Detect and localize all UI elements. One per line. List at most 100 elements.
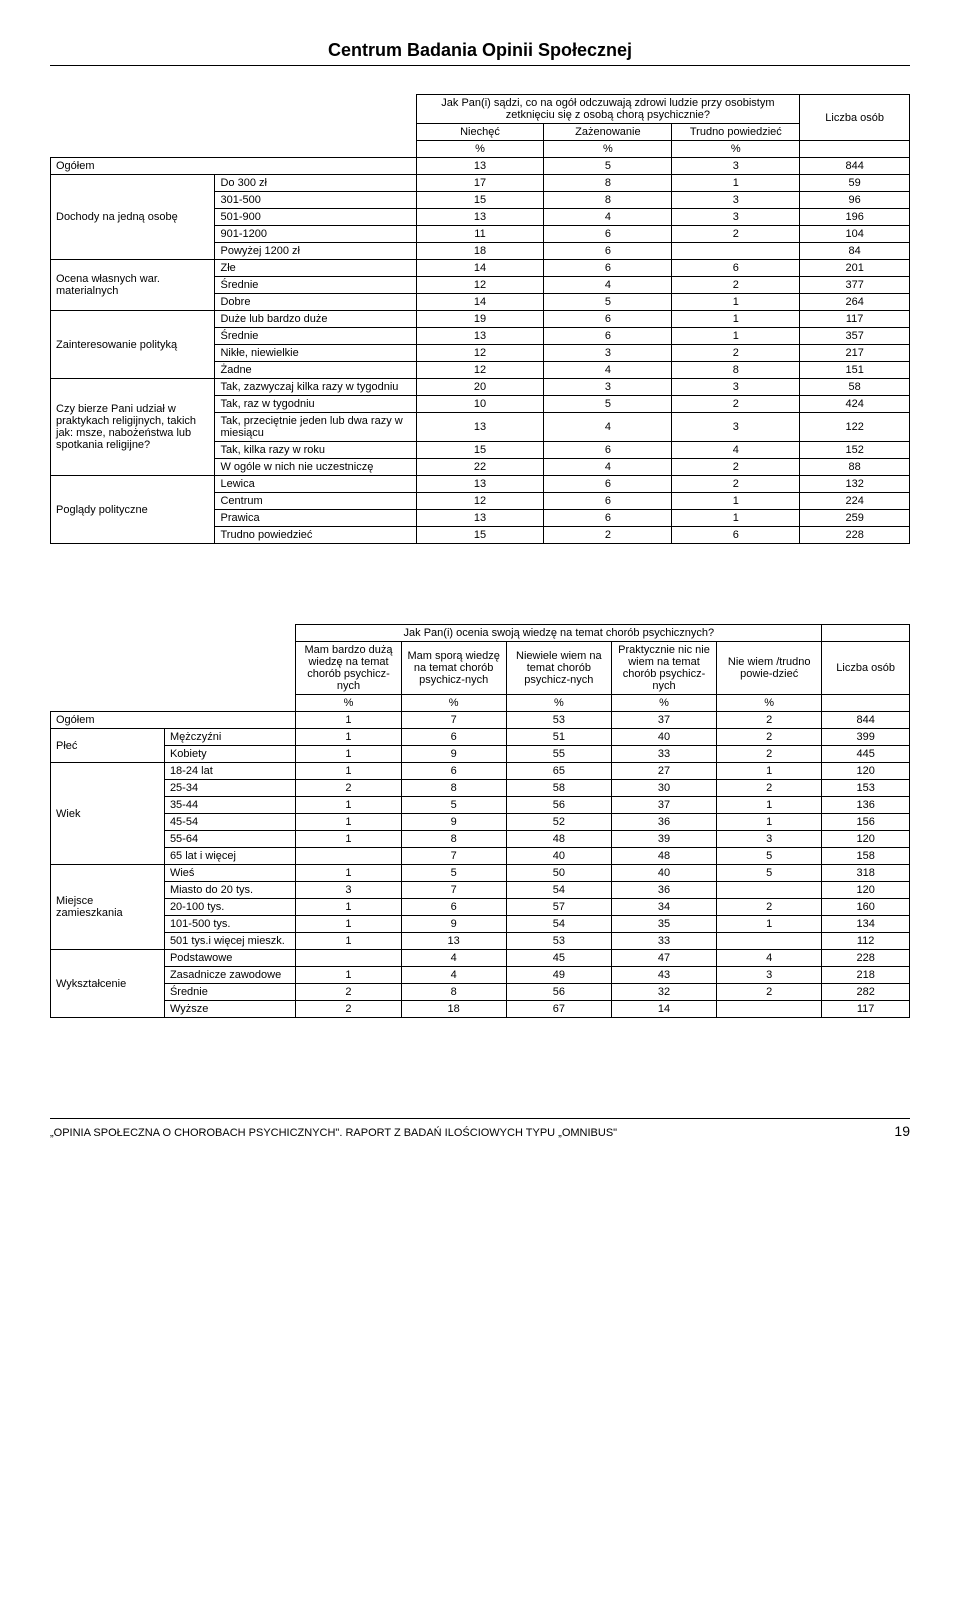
row-label: 25-34 [164,780,295,797]
cell: 12 [416,277,544,294]
total-label: Ogółem [51,158,417,175]
cell: 3 [672,158,800,175]
row-label: Duże lub bardzo duże [215,311,416,328]
row-label: Średnie [215,328,416,345]
cell: 9 [401,746,506,763]
cell: 844 [822,712,910,729]
cell: 13 [416,328,544,345]
col-header: Zażenowanie [544,124,672,141]
row-label: Miasto do 20 tys. [164,882,295,899]
cell: 47 [611,950,716,967]
row-label: W ogóle w nich nie uczestniczę [215,459,416,476]
cell: 120 [822,882,910,899]
cell: 120 [822,831,910,848]
cell: 6 [544,311,672,328]
group-label: Zainteresowanie polityką [51,311,215,379]
row-label: Do 300 zł [215,175,416,192]
cell: 34 [611,899,716,916]
cell: 5 [717,865,822,882]
cell [296,950,401,967]
cell: 318 [822,865,910,882]
cell: 67 [506,1001,611,1018]
row-label: Złe [215,260,416,277]
row-label: Tak, raz w tygodniu [215,396,416,413]
cell: 11 [416,226,544,243]
row-label: 35-44 [164,797,295,814]
table-row: Dochody na jedną osobęDo 300 zł178159 [51,175,910,192]
row-label: Tak, zazwyczaj kilka razy w tygodniu [215,379,416,396]
cell: 17 [416,175,544,192]
cell: 2 [672,345,800,362]
cell: 8 [544,192,672,209]
footer-left: „OPINIA SPOŁECZNA O CHOROBACH PSYCHICZNY… [50,1127,617,1139]
table-row: 20-100 tys.1657342160 [51,899,910,916]
cell: 120 [822,763,910,780]
cell: 54 [506,916,611,933]
cell: 40 [611,865,716,882]
cell: 2 [672,226,800,243]
cell: 18 [401,1001,506,1018]
cell: 282 [822,984,910,1001]
cell: 6 [544,476,672,493]
table-row: Wiek18-24 lat1665271120 [51,763,910,780]
title-divider [50,65,910,66]
row-label: Mężczyźni [164,729,295,746]
cell: 20 [416,379,544,396]
table-row: 35-441556371136 [51,797,910,814]
cell: 8 [401,984,506,1001]
row-label: Centrum [215,493,416,510]
cell: 1 [296,746,401,763]
cell: 32 [611,984,716,1001]
cell: 8 [544,175,672,192]
cell: 3 [544,345,672,362]
group-label: Płeć [51,729,165,763]
row-label: 65 lat i więcej [164,848,295,865]
table-row: Średnie2856322282 [51,984,910,1001]
cell: 58 [506,780,611,797]
cell: 1 [672,493,800,510]
question-header: Jak Pan(i) ocenia swoją wiedzę na temat … [296,625,822,642]
cell: 51 [506,729,611,746]
cell: 15 [416,442,544,459]
cell: 4 [544,277,672,294]
col-header: Nie wiem /trudno powie-dzieć [717,642,822,695]
cell: 12 [416,493,544,510]
cell: 1 [296,899,401,916]
cell: 1 [296,831,401,848]
cell: 117 [822,1001,910,1018]
cell: 56 [506,984,611,1001]
total-label: Ogółem [51,712,296,729]
cell: 56 [506,797,611,814]
row-label: Powyżej 1200 zł [215,243,416,260]
cell: 399 [822,729,910,746]
cell: 8 [672,362,800,379]
cell [296,848,401,865]
cell: 33 [611,746,716,763]
group-label: Ocena własnych war. materialnych [51,260,215,311]
table-row: WykształceniePodstawowe445474228 [51,950,910,967]
pct-header: % [506,695,611,712]
cell: 5 [717,848,822,865]
cell: 1 [672,294,800,311]
cell: 2 [296,780,401,797]
group-label: Wiek [51,763,165,865]
cell: 6 [544,260,672,277]
cell: 844 [800,158,910,175]
table-row: Zainteresowanie politykąDuże lub bardzo … [51,311,910,328]
cell: 2 [717,729,822,746]
cell: 259 [800,510,910,527]
table-row: 25-342858302153 [51,780,910,797]
cell: 156 [822,814,910,831]
table-row: Wyższe2186714117 [51,1001,910,1018]
cell: 40 [611,729,716,746]
group-label: Dochody na jedną osobę [51,175,215,260]
row-label: 901-1200 [215,226,416,243]
cell: 2 [717,899,822,916]
cell: 35 [611,916,716,933]
cell: 2 [672,476,800,493]
cell: 3 [672,413,800,442]
cell: 2 [544,527,672,544]
row-label: Żadne [215,362,416,379]
table-row: Kobiety1955332445 [51,746,910,763]
cell: 36 [611,882,716,899]
